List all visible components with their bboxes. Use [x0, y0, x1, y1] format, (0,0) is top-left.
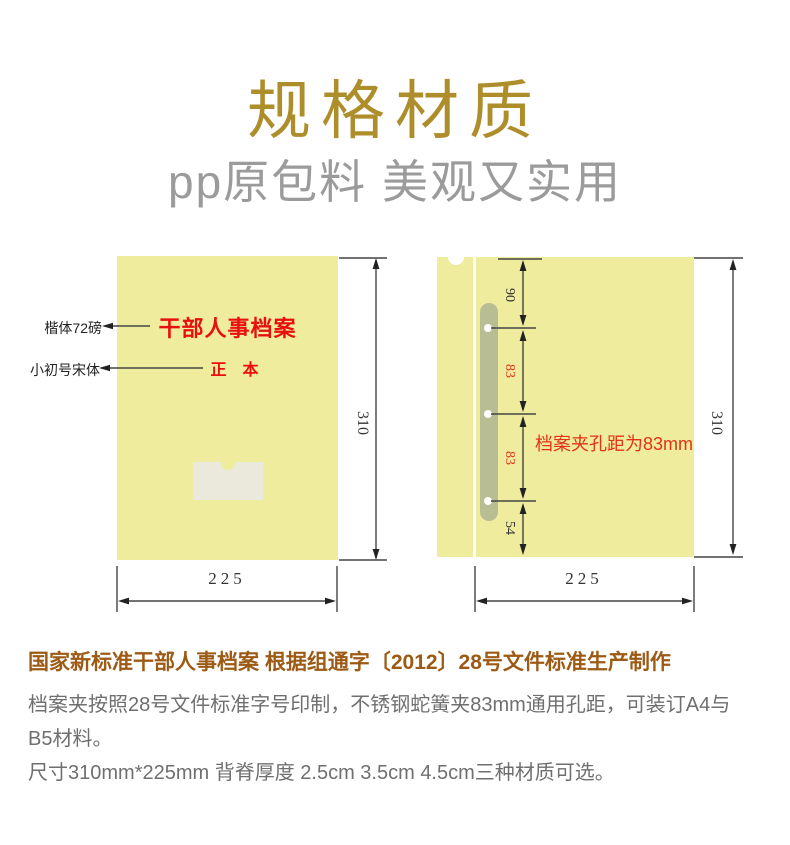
page-title: 规格材质	[247, 75, 543, 147]
back-height-dimension: 310	[708, 411, 725, 435]
front-height-dimension: 310	[354, 411, 371, 435]
spec-line: 档案夹按照28号文件标准字号印制，不锈钢蛇簧夹83mm通用孔距，可装订A4与	[28, 694, 731, 716]
back-width-dimension: 225	[565, 569, 603, 588]
pocket-thumb-notch	[221, 456, 235, 470]
cover-title-text: 干部人事档案	[158, 316, 297, 341]
segment-dimension-54: 54	[502, 521, 517, 535]
segment-dimension-83-lower: 83	[502, 451, 517, 465]
page-subtitle: pp原包料 美观又实用	[168, 156, 622, 208]
folder-front-face	[117, 256, 338, 560]
binding-hole	[484, 410, 492, 418]
hole-pitch-note: 档案夹孔距为83mm	[535, 434, 694, 454]
cover-copy-label: 正 本	[210, 362, 259, 379]
front-width-dimension: 225	[208, 569, 246, 588]
spine-crease-line	[473, 257, 476, 557]
binding-hole	[484, 324, 492, 332]
spec-line: B5材料。	[28, 728, 113, 750]
spec-heading: 国家新标准干部人事档案 根据组通字〔2012〕28号文件标准生产制作	[28, 651, 671, 674]
spec-line: 尺寸310mm*225mm 背脊厚度 2.5cm 3.5cm 4.5cm三种材质…	[28, 762, 615, 784]
font-annotation-label: 小初号宋体	[30, 362, 100, 378]
segment-dimension-90: 90	[502, 288, 517, 302]
segment-dimension-83-upper: 83	[502, 364, 517, 378]
spine-notch	[448, 249, 464, 265]
font-annotation-title: 楷体72磅	[44, 320, 102, 336]
binding-hole	[484, 497, 492, 505]
